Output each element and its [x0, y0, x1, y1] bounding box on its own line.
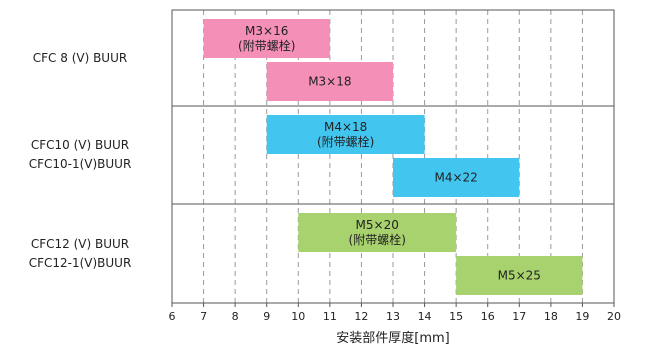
bar [393, 158, 520, 197]
group-label: CFC12 (V) BUUR CFC12-1(V)BUUR [0, 235, 160, 273]
bar-label: (附带螺栓) [238, 38, 295, 53]
x-tick-label: 12 [354, 310, 368, 323]
group-label-line: CFC10 (V) BUUR [30, 138, 130, 152]
bar [203, 19, 330, 58]
x-tick-label: 13 [386, 310, 400, 323]
x-tick-label: 18 [544, 310, 558, 323]
group-label: CFC 8 (V) BUUR [0, 49, 160, 68]
bar-label: M3×16 [245, 24, 288, 38]
bar-label: (附带螺栓) [349, 232, 406, 247]
x-tick-label: 14 [418, 310, 432, 323]
bar-layer: M3×16(附带螺栓)M3×18M4×18(附带螺栓)M4×22M5×20(附带… [203, 19, 583, 295]
bar-label: M5×20 [356, 218, 399, 232]
bar-label: M5×25 [498, 269, 541, 283]
x-tick-label: 9 [263, 310, 270, 323]
tick-layer: 6 7 8 9 10 11 12 13 14 15 16 17 18 19 20 [169, 303, 621, 323]
group-label-line: CFC 8 (V) BUUR [32, 50, 128, 65]
x-tick-label: 16 [481, 310, 495, 323]
x-tick-label: 15 [449, 310, 463, 323]
bar-label: M4×18 [324, 120, 367, 134]
x-tick-label: 17 [512, 310, 526, 323]
group-label-line: CFC12-1(V)BUUR [28, 255, 132, 270]
bar [298, 213, 457, 252]
x-tick-label: 8 [232, 310, 239, 323]
grid-layer [203, 10, 583, 303]
x-tick-label: 10 [291, 310, 305, 323]
group-label-line: CFC12 (V) BUUR [30, 236, 130, 251]
bar [266, 115, 425, 154]
group-label: CFC10 (V) BUUR CFC10-1(V)BUUR [0, 136, 160, 174]
bar [456, 256, 583, 295]
bar-label: M4×22 [434, 171, 477, 185]
x-tick-label: 11 [323, 310, 337, 323]
x-tick-label: 7 [200, 310, 207, 323]
x-tick-label: 20 [607, 310, 621, 323]
group-label-line: CFC10-1(V)BUUR [28, 157, 132, 171]
x-axis-title: 安装部件厚度[mm] [336, 331, 450, 346]
x-tick-label: 19 [575, 310, 589, 323]
bar [266, 62, 393, 101]
bar-label: M3×18 [308, 75, 351, 89]
x-tick-label: 6 [169, 310, 176, 323]
bar-label: (附带螺栓) [317, 134, 374, 149]
